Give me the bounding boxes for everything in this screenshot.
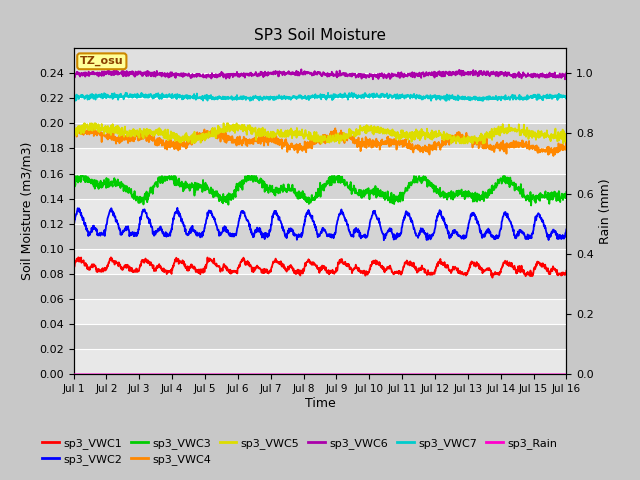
Bar — [74, 148, 566, 174]
Bar — [74, 174, 566, 199]
Bar — [74, 73, 566, 98]
Bar — [74, 299, 566, 324]
Bar — [74, 324, 566, 349]
Bar — [74, 123, 566, 148]
Bar — [74, 249, 566, 274]
Bar — [74, 98, 566, 123]
Bar — [74, 199, 566, 224]
Bar — [74, 224, 566, 249]
Text: TZ_osu: TZ_osu — [80, 56, 124, 66]
Y-axis label: Rain (mm): Rain (mm) — [600, 179, 612, 244]
Y-axis label: Soil Moisture (m3/m3): Soil Moisture (m3/m3) — [20, 142, 33, 280]
X-axis label: Time: Time — [305, 397, 335, 410]
Legend: sp3_VWC1, sp3_VWC2, sp3_VWC3, sp3_VWC4, sp3_VWC5, sp3_VWC6, sp3_VWC7, sp3_Rain: sp3_VWC1, sp3_VWC2, sp3_VWC3, sp3_VWC4, … — [38, 433, 562, 469]
Bar — [74, 349, 566, 374]
Title: SP3 Soil Moisture: SP3 Soil Moisture — [254, 28, 386, 43]
Bar — [74, 274, 566, 299]
